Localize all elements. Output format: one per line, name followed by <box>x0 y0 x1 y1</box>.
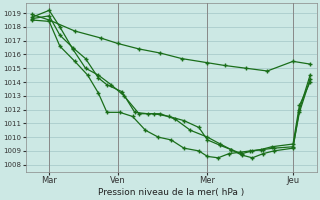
X-axis label: Pression niveau de la mer( hPa ): Pression niveau de la mer( hPa ) <box>98 188 244 197</box>
